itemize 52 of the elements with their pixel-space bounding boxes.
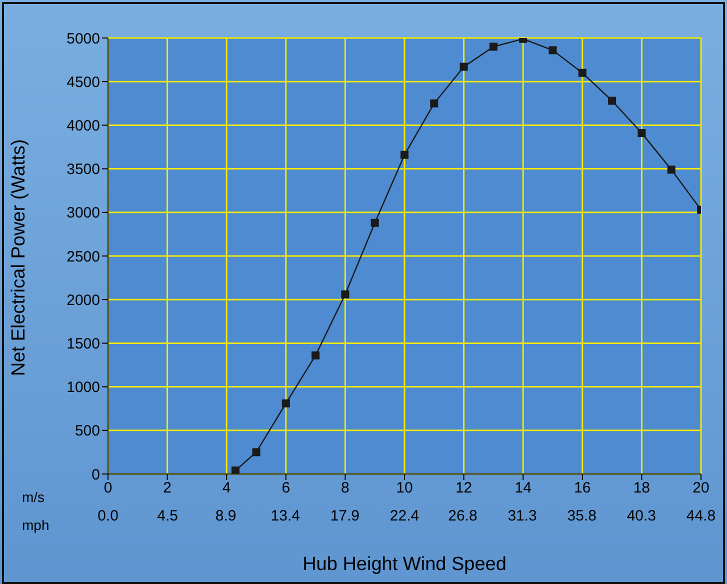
x2-tick-label: 17.9 <box>330 508 360 525</box>
text: mph <box>22 517 50 533</box>
y-tick-label: 1500 <box>66 336 100 353</box>
point <box>578 68 586 77</box>
point <box>370 218 379 227</box>
point <box>400 150 408 159</box>
y-tick-label: 3500 <box>66 161 100 178</box>
y-axis-title: Net Electrical Power (Watts) <box>8 139 30 376</box>
x-tick-label: 12 <box>455 480 472 497</box>
point <box>489 42 498 51</box>
point <box>341 290 350 298</box>
point <box>638 129 646 138</box>
x2-tick-label: 22.4 <box>390 508 420 525</box>
x-tick-label: 18 <box>633 480 650 497</box>
x2-tick-label: 40.3 <box>626 508 656 525</box>
y-tick-label: 2000 <box>66 292 100 309</box>
x-tick-label: 14 <box>514 480 532 497</box>
y-tick-label: 3000 <box>66 204 100 222</box>
x-tick-label: 0 <box>104 480 112 497</box>
x-tick-label: 10 <box>396 480 413 497</box>
y-tick-label: 5000 <box>66 30 100 48</box>
y-tick-label: 1000 <box>66 379 100 396</box>
y-tick-label: 4000 <box>66 118 100 135</box>
point <box>430 99 438 108</box>
y-tick-label: 0 <box>92 466 100 484</box>
point <box>282 399 290 408</box>
y-tick-label: 2500 <box>66 248 100 266</box>
x-tick-label: 8 <box>341 480 350 497</box>
x2-tick-label: 13.4 <box>270 508 300 525</box>
x-tick-label: 2 <box>163 480 172 497</box>
point <box>608 96 616 105</box>
point <box>548 46 557 54</box>
y-tick-label: 500 <box>74 422 100 440</box>
text: m/s <box>22 489 45 505</box>
x-tick-label: 16 <box>574 480 591 497</box>
x-tick-label: 4 <box>222 480 231 497</box>
x2-tick-label: 4.5 <box>157 508 178 525</box>
x2-tick-label: 8.9 <box>215 508 236 525</box>
x2-tick-label: 0.0 <box>98 508 118 525</box>
point <box>312 351 320 360</box>
x2-tick-label: 26.8 <box>448 508 478 525</box>
point <box>460 62 468 71</box>
x-tick-label: 20 <box>692 480 710 497</box>
point <box>252 448 260 456</box>
point <box>231 466 240 474</box>
x2-tick-label: 31.3 <box>508 508 537 525</box>
x-tick-label: 6 <box>282 480 290 497</box>
x2-tick-label: 44.8 <box>686 508 716 525</box>
x2-tick-label: 35.8 <box>567 508 596 525</box>
y-tick-label: 4500 <box>66 74 100 91</box>
x-axis-title: Hub Height Wind Speed <box>302 554 506 575</box>
point <box>667 166 676 174</box>
